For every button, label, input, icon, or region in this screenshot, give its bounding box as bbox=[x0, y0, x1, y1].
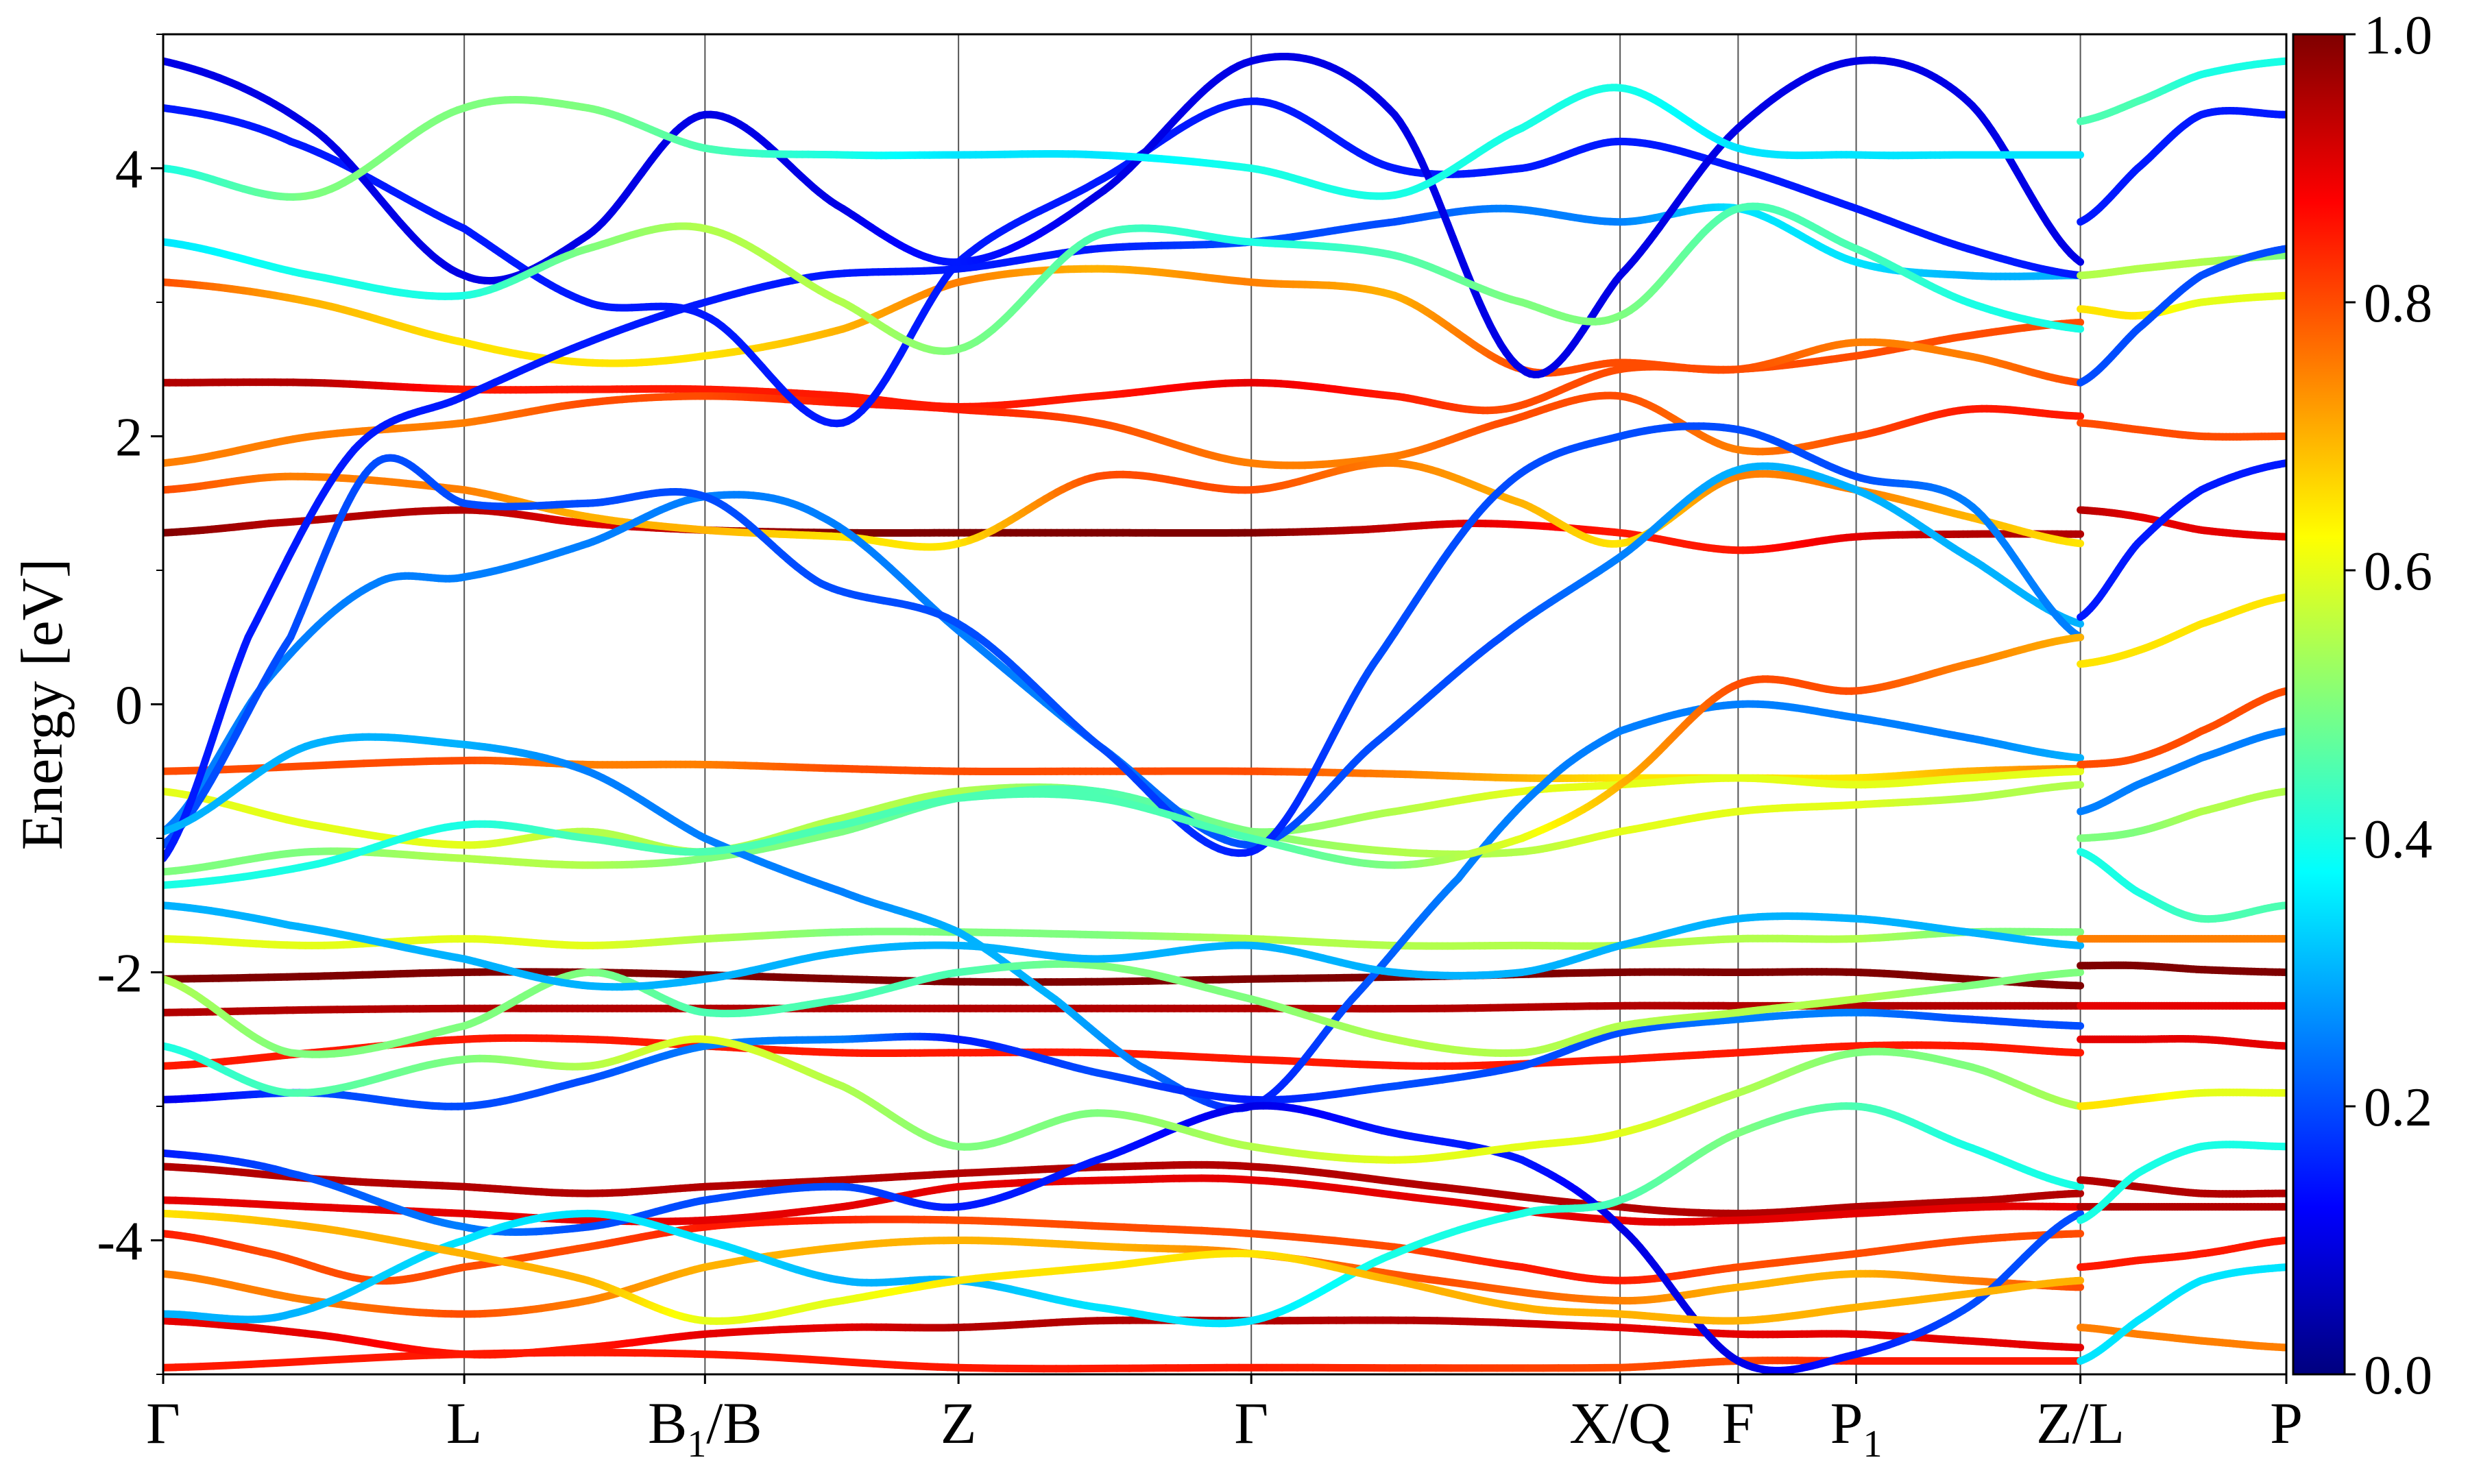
band-segment bbox=[2076, 543, 2081, 544]
band-segment bbox=[2076, 322, 2081, 323]
